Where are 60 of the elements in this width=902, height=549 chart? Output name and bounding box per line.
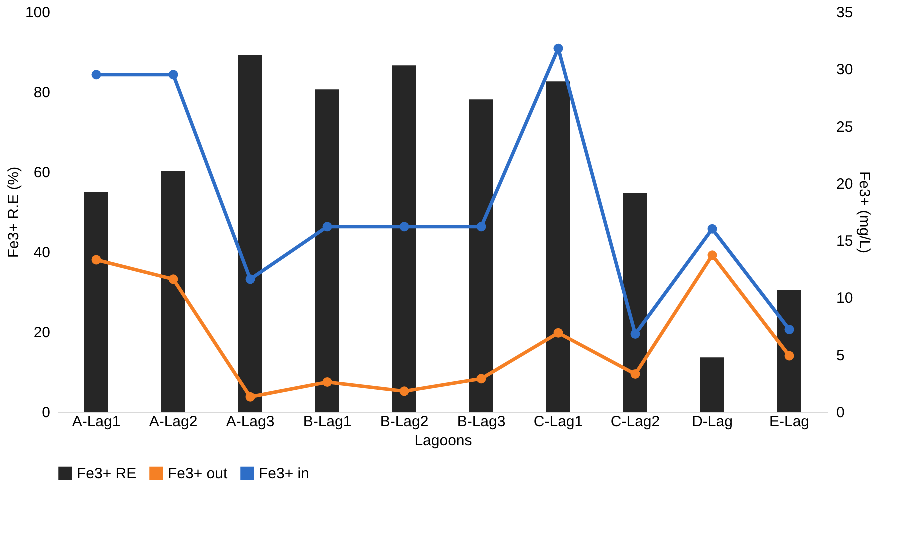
point: [400, 386, 410, 396]
point: [476, 374, 486, 384]
point: [476, 222, 486, 232]
x-tick-label: E-Lag: [769, 414, 810, 430]
point: [708, 224, 718, 234]
point: [554, 328, 564, 338]
legend-label: Fe3+ out: [168, 466, 228, 483]
x-axis-title: Lagoons: [414, 432, 472, 450]
point: [168, 70, 178, 80]
point: [630, 370, 640, 380]
y-tick-label: 0: [42, 404, 50, 422]
point: [322, 378, 332, 388]
bar: [700, 358, 724, 412]
y2-tick-label: 10: [836, 290, 854, 308]
x-tick-label: C-Lag1: [534, 414, 584, 430]
y2-tick-label: 25: [836, 118, 854, 136]
point: [322, 222, 332, 232]
point: [92, 70, 102, 80]
y-axis-title: Fe3+ R.E (%): [5, 166, 22, 258]
y2-tick-label: 5: [836, 347, 845, 364]
y2-tick-label: 0: [836, 404, 845, 422]
x-tick-label: D-Lag: [692, 414, 733, 430]
legend-label: Fe3+ RE: [77, 466, 137, 483]
point: [630, 330, 640, 340]
y2-tick-label: 30: [836, 62, 854, 79]
x-tick-label: B-Lag2: [380, 414, 429, 430]
x-tick-label: B-Lag3: [457, 414, 506, 430]
bar: [546, 82, 570, 412]
y2-tick-label: 35: [836, 4, 854, 22]
y-tick-label: 60: [34, 164, 50, 182]
point: [92, 255, 102, 265]
bar: [624, 193, 648, 412]
y-tick-label: 20: [34, 324, 50, 342]
point: [246, 274, 256, 284]
point: [554, 44, 564, 54]
bar: [778, 290, 802, 412]
bar: [162, 171, 186, 412]
bar: [392, 66, 416, 412]
y-tick-label: 100: [25, 4, 50, 22]
x-tick-label: B-Lag1: [303, 414, 352, 430]
bar: [470, 100, 494, 412]
x-tick-label: A-Lag1: [72, 414, 121, 430]
x-tick-label: C-Lag2: [610, 414, 660, 430]
point: [784, 351, 794, 361]
y-tick-label: 40: [34, 244, 50, 262]
y2-tick-label: 15: [836, 233, 854, 250]
point: [246, 392, 256, 402]
legend-label: Fe3+ in: [259, 466, 310, 483]
bar: [84, 192, 108, 412]
point: [784, 324, 794, 334]
x-tick-label: A-Lag2: [149, 414, 198, 430]
point: [400, 222, 410, 232]
bar: [316, 90, 340, 412]
point: [708, 250, 718, 260]
point: [168, 274, 178, 284]
y2-axis-title: Fe3+ (mg/L): [856, 171, 874, 254]
bar: [238, 55, 262, 412]
y-tick-label: 80: [34, 84, 50, 102]
x-tick-label: A-Lag3: [226, 414, 275, 430]
y2-tick-label: 20: [836, 176, 854, 193]
